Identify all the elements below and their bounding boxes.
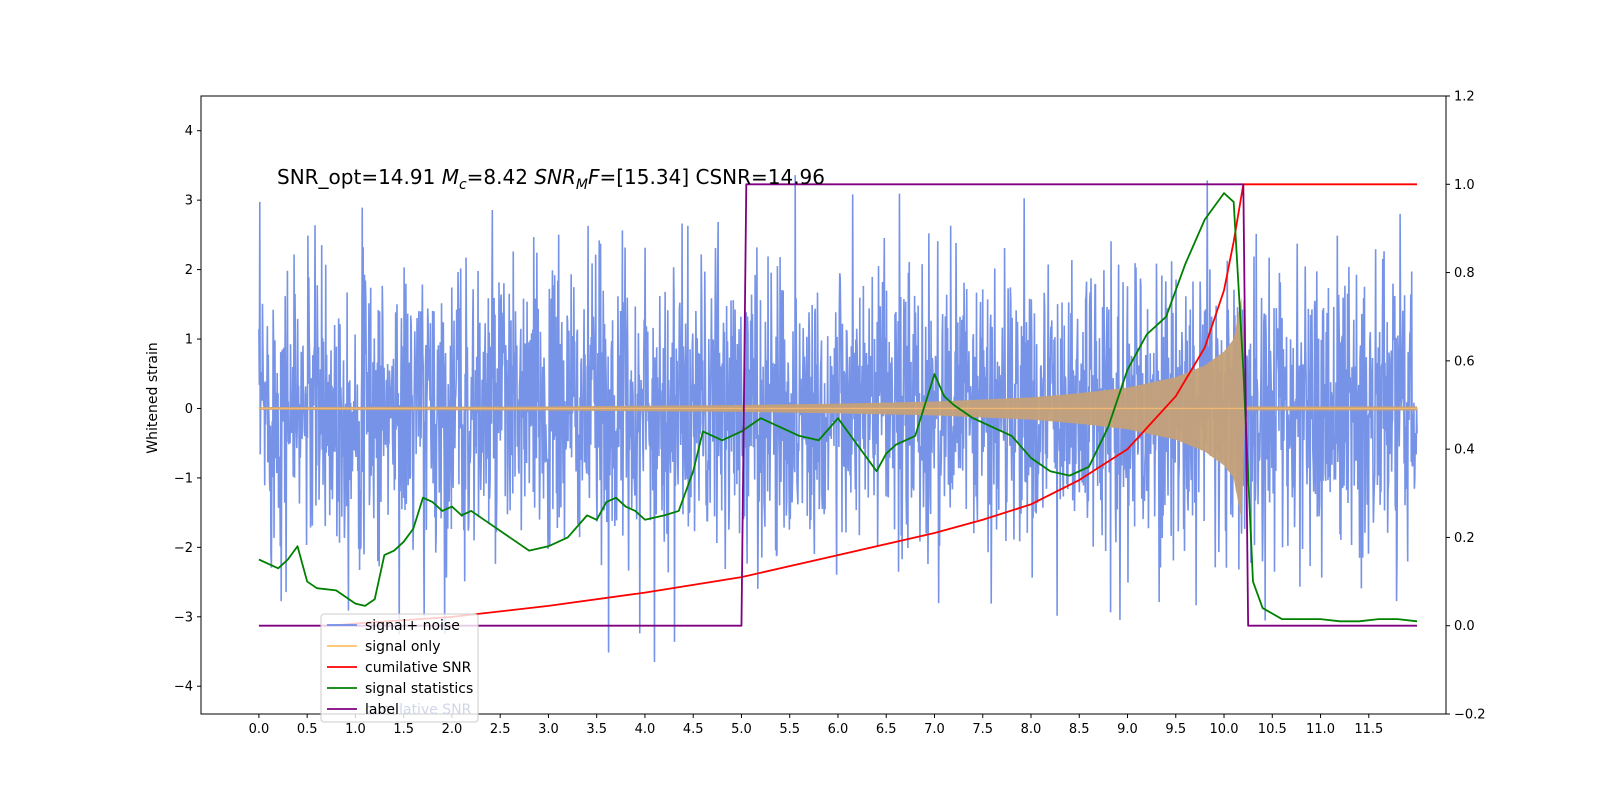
annotation-text: SNR_opt=14.91 Mc=8.42 SNRMF=[15.34] CSNR… (277, 165, 825, 193)
legend-entry: cumilative SNR (365, 660, 472, 676)
x-tick-label: 6.5 (876, 722, 897, 737)
x-tick-label: 3.0 (538, 722, 559, 737)
x-tick-label: 1.5 (393, 722, 414, 737)
annotation-snrmf: SNR (534, 165, 576, 189)
axes: 0.0 0.5 1.0 1.5 2.0 2.5 3.0 3.5 4.0 4.5 5.0 5.5 6.0 6… (174, 90, 1486, 738)
y-left-tick-label: 3 (185, 194, 193, 209)
y-left-tick-label: −3 (174, 610, 193, 625)
x-tick-label: 0.0 (249, 722, 270, 737)
x-tick-label: 10.5 (1258, 722, 1287, 737)
x-tick-label: 8.0 (1021, 722, 1042, 737)
x-tick-label: 3.5 (586, 722, 607, 737)
y-left-tick-label: −2 (174, 541, 193, 556)
y-right-tick-label: 0.0 (1454, 619, 1475, 634)
x-tick-label: 7.5 (972, 722, 993, 737)
legend-entry: signal only (365, 639, 440, 655)
x-tick-label: 11.0 (1306, 722, 1335, 737)
y-right-tick-label: 0.6 (1454, 354, 1475, 369)
annotation-mc-value: =8.42 (467, 165, 535, 189)
x-tick-label: 7.0 (924, 722, 945, 737)
x-tick-label: 5.0 (731, 722, 752, 737)
y-left-tick-label: 1 (185, 333, 193, 348)
y-left-tick-label: −1 (174, 471, 193, 486)
legend-box (320, 613, 479, 723)
y-right-tick-label: 0.8 (1454, 266, 1475, 281)
y-left-tick-label: 0 (185, 402, 193, 417)
y-left-tick-label: 2 (185, 263, 193, 278)
y-right-tick-label: 1.0 (1454, 178, 1475, 193)
signal-statistics-line (258, 192, 1418, 623)
annotation-snr-opt: SNR_opt=14.91 (277, 165, 442, 189)
y-axis-label: Whitened strain (145, 342, 161, 453)
annotation-csnr: =[15.34] CSNR=14.96 (600, 165, 826, 189)
x-tick-label: 8.5 (1069, 722, 1090, 737)
x-tick-label: 0.5 (297, 722, 318, 737)
y-right-tick-label: 0.2 (1454, 531, 1475, 546)
signal-only-series (258, 297, 1418, 520)
x-tick-label: 2.0 (442, 722, 463, 737)
y-left-tick-label: −4 (174, 680, 193, 695)
y-right-tick-label: 1.2 (1454, 90, 1475, 105)
annotation-mc: M (442, 165, 459, 189)
x-tick-label: 5.5 (779, 722, 800, 737)
line-series-layer (258, 183, 1418, 627)
y-right-tick-label: 0.4 (1454, 443, 1475, 458)
x-tick-label: 2.5 (490, 722, 511, 737)
x-tick-label: 9.5 (1165, 722, 1186, 737)
y-left-tick-label: 4 (185, 124, 193, 139)
x-tick-label: 1.0 (345, 722, 366, 737)
annotation-snrmf-sub: M (576, 177, 588, 193)
legend-entry: signal+ noise (365, 618, 460, 634)
annotation-snrmf-f: F (588, 165, 600, 189)
legend: cumilative SNR signal+ noise signal only c… (320, 613, 479, 723)
cumulative-snr-line (331, 183, 1418, 627)
label-line (258, 183, 1418, 627)
y-right-tick-label: −0.2 (1454, 708, 1486, 723)
legend-entry: label (365, 702, 399, 718)
x-tick-label: 6.0 (828, 722, 849, 737)
x-tick-label: 10.0 (1210, 722, 1239, 737)
x-tick-label: 11.5 (1354, 722, 1383, 737)
annotation-mc-sub: c (459, 177, 467, 193)
legend-overlap-text: cumilative SNR (365, 702, 472, 718)
x-tick-label: 4.5 (683, 722, 704, 737)
legend-entry: signal statistics (365, 681, 473, 697)
x-tick-label: 9.0 (1117, 722, 1138, 737)
plot-frame (200, 95, 1447, 715)
x-tick-label: 4.0 (635, 722, 656, 737)
